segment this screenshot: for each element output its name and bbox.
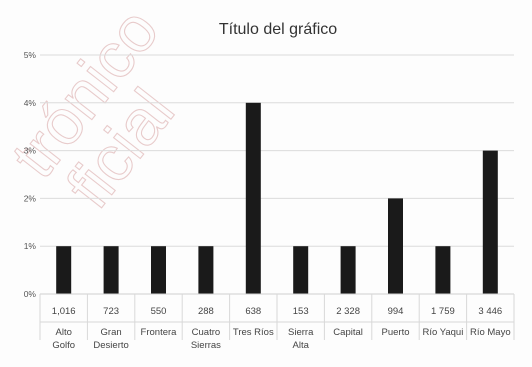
x-value-label: 288 xyxy=(198,306,214,317)
x-category-label: Río Yaqui xyxy=(422,327,463,338)
y-tick-label: 4% xyxy=(24,98,37,108)
x-value-label: 3 446 xyxy=(478,306,502,317)
y-tick-label: 5% xyxy=(24,50,37,60)
bar xyxy=(198,246,214,294)
y-tick-label: 3% xyxy=(24,146,37,156)
y-tick-label: 1% xyxy=(24,241,37,251)
bar xyxy=(151,246,166,294)
x-category-label: Golfo xyxy=(52,340,75,351)
x-category-label: Sierras xyxy=(191,340,221,351)
x-value-label: 994 xyxy=(388,306,404,317)
bar xyxy=(103,246,119,294)
x-category-label: Puerto xyxy=(382,327,410,338)
x-category-label: Río Mayo xyxy=(470,327,511,338)
x-value-label: 2 328 xyxy=(336,306,360,317)
bar xyxy=(293,246,309,294)
bar xyxy=(245,102,261,294)
bar xyxy=(388,198,403,294)
x-category-label: Tres Ríos xyxy=(233,327,274,338)
y-axis: 0% 1% 2% 3% 4% 5% xyxy=(24,50,37,299)
x-category-label: Frontera xyxy=(141,327,178,338)
bar xyxy=(435,246,451,294)
x-category-label: Sierra xyxy=(288,327,314,338)
x-value-label: 153 xyxy=(293,306,309,317)
x-category-label: Alto xyxy=(56,327,72,338)
x-value-label: 550 xyxy=(151,306,167,317)
bars xyxy=(56,102,498,294)
x-category-label: Gran xyxy=(101,327,122,338)
bar xyxy=(340,246,356,294)
x-value-label: 723 xyxy=(103,306,119,317)
x-value-label: 638 xyxy=(245,306,261,317)
bar xyxy=(56,246,72,294)
x-value-label: 1 759 xyxy=(431,306,455,317)
chart-title: Título del gráfico xyxy=(219,21,337,38)
x-category-label: Cuatro xyxy=(192,327,221,338)
x-axis-table: 1,016 Alto Golfo 723 Gran Desierto 550 Frontera… xyxy=(39,293,515,351)
y-tick-label: 0% xyxy=(24,289,37,299)
y-tick-label: 2% xyxy=(24,193,37,203)
x-category-label: Alta xyxy=(293,340,310,351)
x-category-label: Desierto xyxy=(93,340,128,351)
x-category-label: Capital xyxy=(333,327,363,338)
x-value-label: 1,016 xyxy=(52,306,76,317)
bar xyxy=(482,150,498,294)
